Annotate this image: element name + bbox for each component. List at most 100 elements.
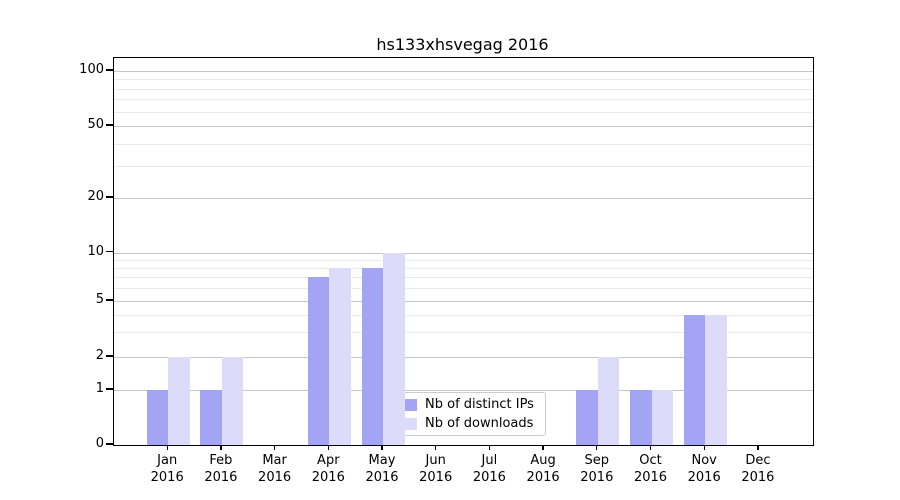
x-tick-label-nov: Nov 2016 <box>672 452 736 486</box>
x-tick-label-jan: Jan 2016 <box>135 452 199 486</box>
bar-oct-distinct-ips <box>630 390 652 445</box>
x-tick-label-oct: Oct 2016 <box>619 452 683 486</box>
x-tick-label-apr: Apr 2016 <box>296 452 360 486</box>
legend-entry-downloads: Nb of downloads <box>389 416 538 431</box>
bar-sep-downloads <box>597 357 620 445</box>
gridline-minor-30 <box>114 166 813 168</box>
x-tick-month: Feb <box>209 453 233 468</box>
y-tick-mark-5 <box>106 299 113 301</box>
x-tick-month: Aug <box>530 453 556 468</box>
gridline-major-100 <box>114 71 813 72</box>
y-tick-mark-10 <box>106 250 113 253</box>
x-tick-year: 2016 <box>204 470 238 485</box>
bar-may-downloads <box>383 252 405 445</box>
x-tick-year: 2016 <box>741 470 775 485</box>
y-tick-label-5: 5 <box>95 292 104 307</box>
x-tick-mark-jul <box>488 445 491 450</box>
plot-area: Nb of distinct IPs Nb of downloads <box>113 57 814 446</box>
y-tick-label-10: 10 <box>87 243 104 259</box>
x-tick-year: 2016 <box>311 470 345 485</box>
gridline-minor-90 <box>114 79 813 81</box>
gridline-major-10 <box>114 252 813 254</box>
gridline-minor-70 <box>114 99 813 101</box>
bar-nov-downloads <box>705 314 727 445</box>
gridline-minor-9 <box>114 259 813 261</box>
x-tick-label-jun: Jun 2016 <box>404 452 468 486</box>
y-tick-label-2: 2 <box>95 348 104 363</box>
x-tick-month: Mar <box>262 453 287 468</box>
x-tick-month: Sep <box>584 453 610 468</box>
x-tick-label-sep: Sep 2016 <box>565 452 629 486</box>
gridline-major-1 <box>114 390 813 391</box>
x-tick-year: 2016 <box>633 470 668 485</box>
bar-oct-downloads <box>651 390 673 445</box>
x-tick-mark-oct <box>649 445 652 450</box>
x-tick-mark-may <box>381 445 383 450</box>
bar-apr-distinct-ips <box>307 277 330 445</box>
bar-apr-downloads <box>329 268 351 445</box>
x-tick-year: 2016 <box>580 470 614 485</box>
x-tick-month: Jul <box>481 453 498 468</box>
bar-jan-distinct-ips <box>146 390 169 445</box>
x-tick-mark-dec <box>757 445 759 450</box>
x-tick-label-dec: Dec 2016 <box>726 452 790 486</box>
y-tick-label-0: 0 <box>95 436 104 451</box>
gridline-minor-6 <box>114 288 813 290</box>
gridline-minor-40 <box>114 143 813 145</box>
legend-entry-distinct-ips: Nb of distinct IPs <box>389 397 538 412</box>
x-tick-mark-mar <box>273 445 276 450</box>
x-tick-label-mar: Mar 2016 <box>243 452 307 486</box>
x-tick-month: Oct <box>639 453 662 468</box>
x-tick-month: Jan <box>157 453 178 468</box>
y-tick-mark-50 <box>106 124 113 126</box>
x-tick-label-feb: Feb 2016 <box>189 452 253 486</box>
x-tick-year: 2016 <box>687 470 721 485</box>
y-tick-mark-20 <box>106 196 113 198</box>
x-tick-month: Nov <box>691 453 717 468</box>
gridline-minor-60 <box>114 111 813 113</box>
x-tick-mark-nov <box>703 445 705 450</box>
y-tick-label-50: 50 <box>87 117 104 132</box>
gridline-major-20 <box>114 198 813 199</box>
gridline-major-50 <box>114 126 813 127</box>
x-tick-mark-apr <box>327 445 329 450</box>
x-tick-label-jul: Jul 2016 <box>457 452 521 486</box>
x-tick-month: Apr <box>317 453 340 468</box>
legend-label-downloads: Nb of downloads <box>425 416 534 431</box>
x-tick-mark-feb <box>220 445 222 450</box>
x-tick-year: 2016 <box>419 470 453 485</box>
legend-label-distinct-ips: Nb of distinct IPs <box>425 397 534 412</box>
gridline-minor-7 <box>114 277 813 279</box>
y-tick-mark-2 <box>106 355 113 357</box>
x-tick-month: May <box>368 453 396 468</box>
bar-jan-downloads <box>168 357 190 445</box>
x-tick-year: 2016 <box>365 470 399 485</box>
y-tick-label-100: 100 <box>79 62 104 77</box>
x-tick-mark-sep <box>596 445 598 450</box>
x-tick-month: Dec <box>745 453 771 468</box>
x-tick-year: 2016 <box>472 470 506 485</box>
gridline-minor-8 <box>114 268 813 270</box>
gridline-major-2 <box>114 357 813 358</box>
gridline-major-5 <box>114 301 813 302</box>
y-tick-label-20: 20 <box>87 189 104 204</box>
legend: Nb of distinct IPs Nb of downloads <box>381 392 546 436</box>
chart-title: hs133xhsvegag 2016 <box>376 35 549 54</box>
gridline-minor-3 <box>114 332 813 334</box>
bar-may-distinct-ips <box>361 268 383 445</box>
x-tick-mark-jan <box>166 445 168 450</box>
gridline-minor-4 <box>114 314 813 316</box>
x-tick-year: 2016 <box>150 470 184 485</box>
x-tick-mark-jun <box>435 445 437 450</box>
bar-feb-downloads <box>221 357 244 445</box>
y-tick-mark-100 <box>106 69 113 71</box>
y-tick-mark-0 <box>106 443 113 445</box>
x-tick-year: 2016 <box>258 470 292 485</box>
y-tick-label-1: 1 <box>95 381 104 396</box>
y-tick-mark-1 <box>106 388 113 390</box>
x-tick-mark-aug <box>542 445 544 450</box>
bar-sep-distinct-ips <box>576 390 598 445</box>
x-tick-month: Jun <box>425 453 446 468</box>
x-tick-year: 2016 <box>526 470 560 485</box>
